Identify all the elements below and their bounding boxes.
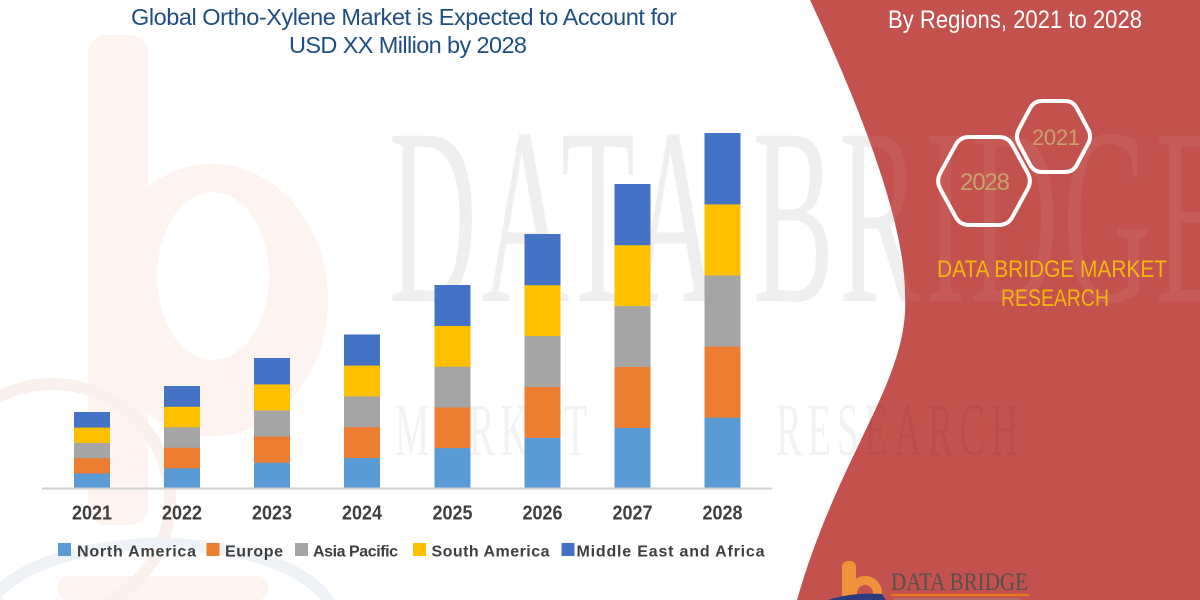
svg-text:Middle East and Africa: Middle East and Africa bbox=[577, 544, 765, 561]
svg-text:2022: 2022 bbox=[162, 503, 202, 525]
svg-text:2024: 2024 bbox=[342, 503, 383, 525]
svg-text:2021: 2021 bbox=[1032, 125, 1080, 150]
svg-text:2026: 2026 bbox=[523, 503, 563, 525]
svg-text:North America: North America bbox=[77, 544, 196, 561]
svg-text:2027: 2027 bbox=[613, 503, 653, 525]
svg-text:2028: 2028 bbox=[703, 503, 743, 525]
svg-text:Asia Pacific: Asia Pacific bbox=[313, 544, 398, 561]
svg-text:By Regions, 2021 to 2028: By Regions, 2021 to 2028 bbox=[888, 6, 1142, 34]
svg-text:RESEARCH: RESEARCH bbox=[1001, 285, 1109, 312]
svg-text:USD XX Million by 2028: USD XX Million by 2028 bbox=[289, 32, 527, 58]
svg-text:Global Ortho-Xylene Market is: Global Ortho-Xylene Market is Expected t… bbox=[131, 4, 677, 30]
svg-text:2023: 2023 bbox=[252, 503, 292, 525]
svg-text:2025: 2025 bbox=[433, 503, 473, 525]
svg-text:MARKET: MARKET bbox=[395, 388, 593, 471]
svg-text:Europe: Europe bbox=[225, 544, 283, 561]
svg-text:2028: 2028 bbox=[960, 169, 1010, 196]
svg-text:South America: South America bbox=[432, 544, 550, 561]
svg-text:DATA BRIDGE: DATA BRIDGE bbox=[891, 569, 1028, 596]
svg-text:2021: 2021 bbox=[72, 503, 112, 525]
svg-text:DATA BRIDGE MARKET: DATA BRIDGE MARKET bbox=[937, 256, 1167, 283]
